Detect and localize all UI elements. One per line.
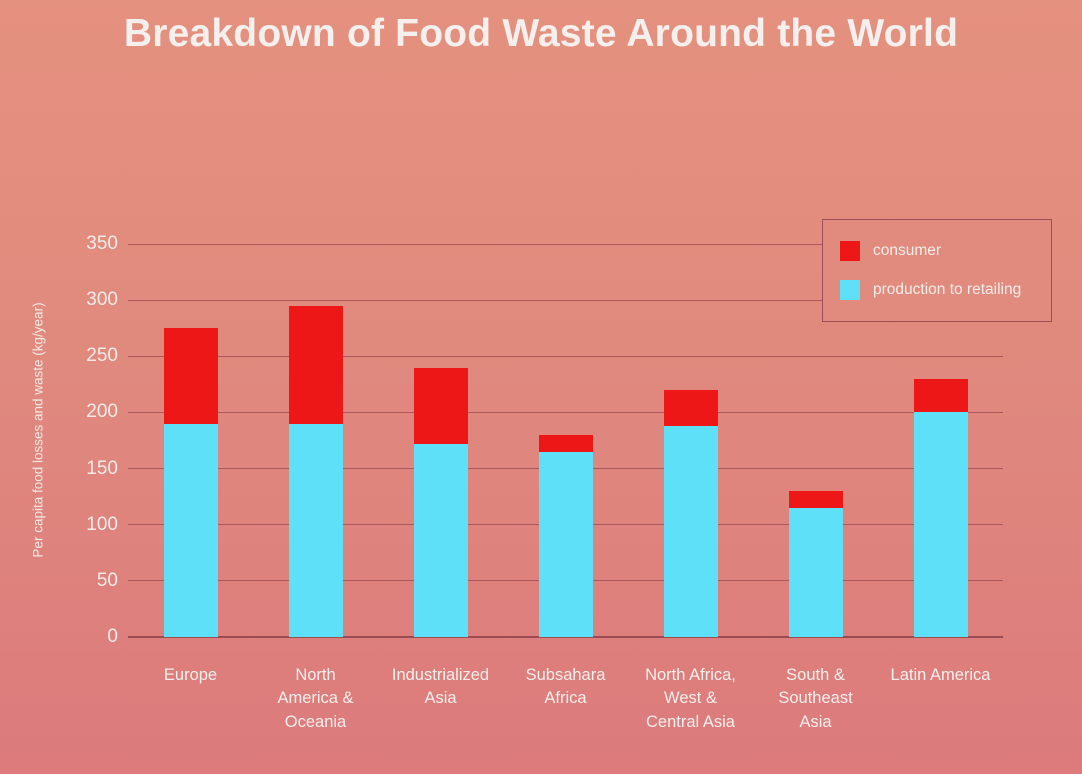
bar-subsahara-africa [538, 434, 593, 637]
x-axis-label: North Africa, West & Central Asia [616, 664, 766, 734]
bar-segment-consumer [163, 328, 218, 424]
bar-slot [128, 244, 253, 637]
y-tick-label-200: 200 [86, 401, 118, 423]
x-axis-label-line: Oceania [284, 712, 347, 731]
x-axis-label: Industrialized Asia [366, 664, 516, 711]
x-axis-label-line: Asia [424, 689, 457, 708]
bar-slot [253, 244, 378, 637]
bar-north-america-oceania [288, 305, 343, 637]
bar-slot [378, 244, 503, 637]
y-tick-label-100: 100 [86, 513, 118, 535]
consumer-swatch [840, 241, 860, 261]
x-axis-label: Europe [116, 664, 266, 687]
x-axis-label: Subsahara Africa [491, 664, 641, 711]
x-axis-label-line: America & [277, 689, 354, 708]
bar-slot [878, 244, 1003, 637]
x-axis-label-line: Asia [799, 712, 832, 731]
chart-title: Breakdown of Food Waste Around the World [123, 12, 959, 55]
legend-item-consumer: consumer [840, 241, 1051, 261]
bar-segment-production [913, 412, 968, 637]
legend-item-production: production to retailing [840, 280, 1051, 300]
bar-segment-consumer [788, 491, 843, 508]
legend-label-production: production to retailing [873, 281, 1022, 298]
x-axis-label-line: Industrialized [391, 666, 490, 684]
x-axis-label-line: Africa [544, 689, 587, 708]
x-axis-label-line: Central Asia [646, 712, 735, 731]
x-axis-label: South & Southeast Asia [741, 664, 891, 734]
gridline-0 [128, 636, 1003, 638]
gridline-300 [128, 299, 1003, 301]
x-axis-label-line: South & [786, 666, 845, 684]
y-tick-label-150: 150 [86, 457, 118, 479]
bar-slot [628, 244, 753, 637]
x-axis-label-line: Subsahara [525, 666, 606, 684]
bar-segment-consumer [288, 305, 343, 424]
bar-segment-production [163, 423, 218, 637]
bar-segment-production [538, 451, 593, 637]
bar-segment-consumer [663, 389, 718, 426]
bar-slot [503, 244, 628, 637]
plot-area [128, 243, 1003, 638]
bar-segment-consumer [538, 434, 593, 452]
gridline-250 [128, 355, 1003, 357]
x-axis-label-line: North Africa, [645, 666, 736, 684]
bar-segment-production [788, 507, 843, 637]
bar-south-southeast-asia [788, 491, 843, 637]
x-axis-label: North America & Oceania [241, 664, 391, 734]
y-tick-label-300: 300 [86, 289, 118, 311]
y-tick-label-0: 0 [107, 626, 118, 647]
production-swatch [840, 280, 860, 300]
bar-latin-america [913, 378, 968, 637]
legend-label-consumer: consumer [873, 242, 942, 259]
legend: consumer production to retailing [822, 219, 1052, 322]
x-axis-label: Latin America [866, 664, 1016, 687]
x-axis-label-line: Southeast [778, 689, 853, 708]
bar-europe [163, 328, 218, 637]
y-tick-label-250: 250 [86, 345, 118, 367]
x-axis-label-line: Europe [163, 666, 218, 684]
bar-industrialized-asia [413, 367, 468, 637]
bar-segment-consumer [413, 367, 468, 444]
bar-segment-production [288, 423, 343, 637]
x-axis-label-line: North [295, 666, 336, 684]
gridline-350 [128, 243, 1003, 245]
x-axis-label-line: West & [664, 689, 717, 708]
bar-segment-production [413, 443, 468, 637]
bar-segment-production [663, 425, 718, 637]
gridline-200 [128, 411, 1003, 413]
y-tick-label-350: 350 [86, 233, 118, 254]
bar-north-africa-west-central-asia [663, 389, 718, 637]
y-tick-label-50: 50 [96, 569, 118, 591]
x-axis-label-line: Latin America [890, 666, 991, 684]
bar-segment-consumer [913, 378, 968, 413]
bar-slot [753, 244, 878, 637]
